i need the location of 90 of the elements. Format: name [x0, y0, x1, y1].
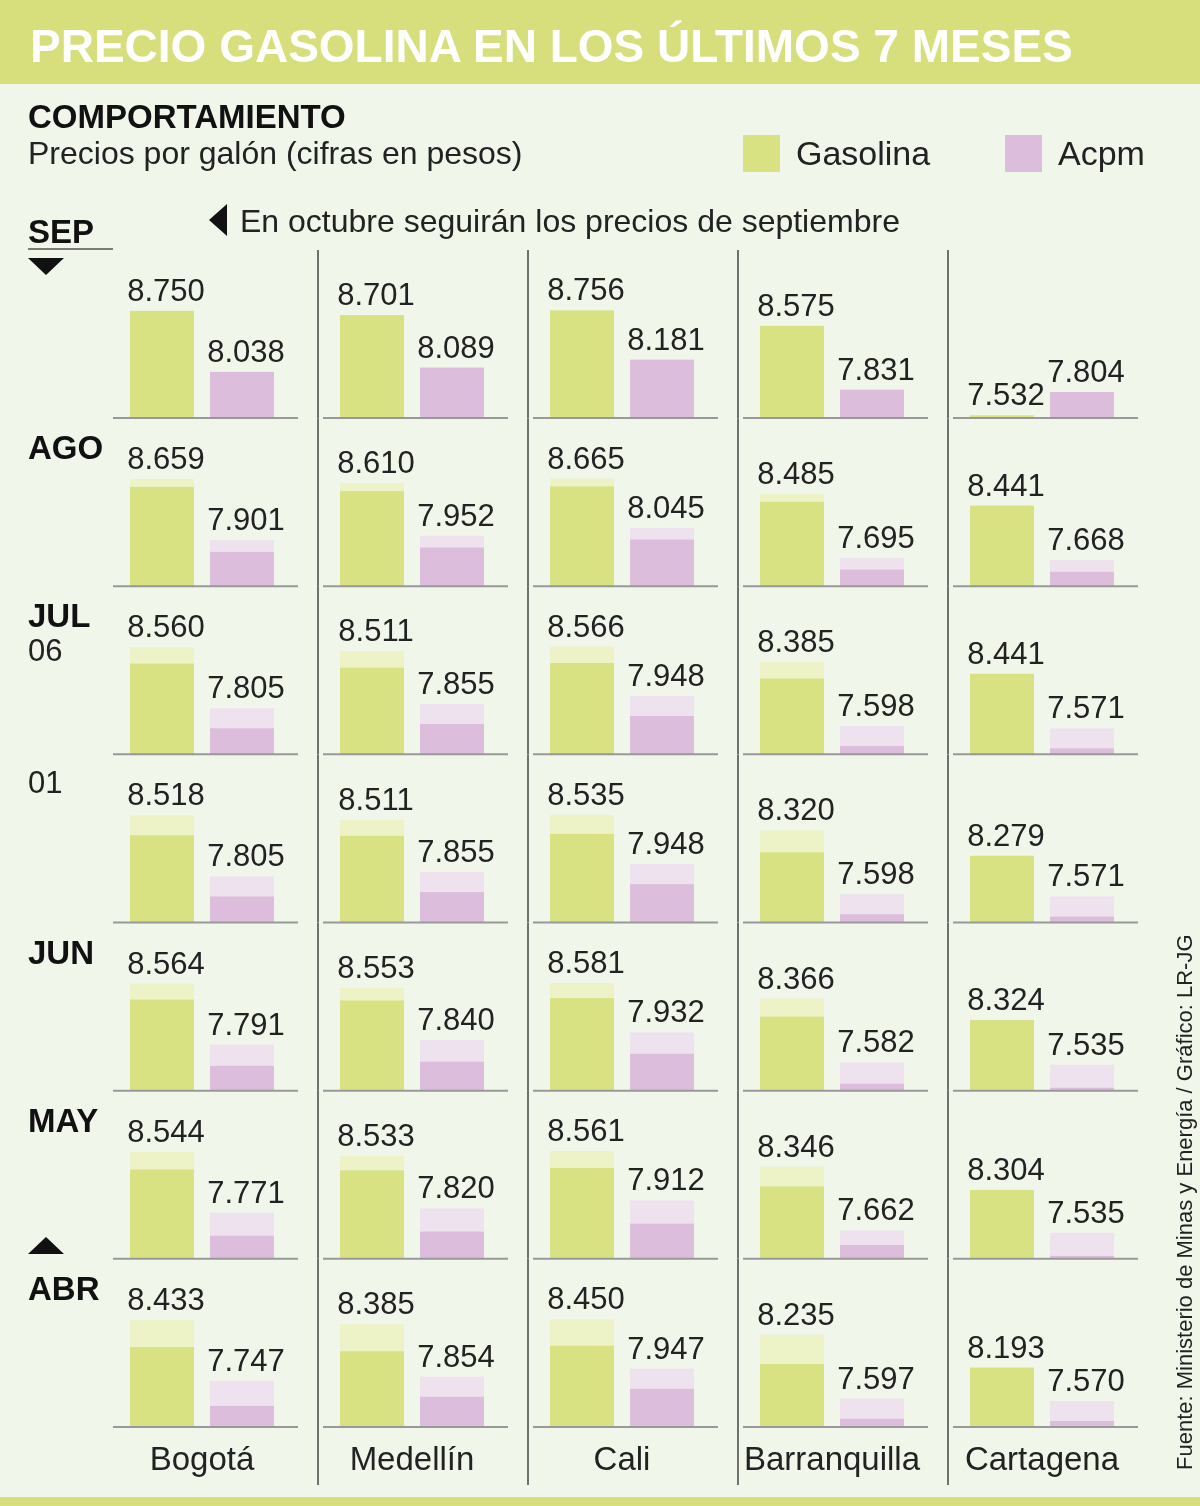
data-label: 8.045 [627, 489, 705, 525]
data-label: 8.544 [127, 1113, 205, 1149]
data-label: 8.279 [967, 817, 1045, 853]
chart-title: ABR [28, 1270, 100, 1308]
data-label: 8.535 [547, 776, 625, 812]
data-label: 8.665 [547, 440, 625, 476]
data-label: 7.535 [1047, 1194, 1125, 1230]
x-tick-label: Cartagena [964, 1440, 1120, 1478]
x-tick-label: Barranquilla [743, 1440, 921, 1478]
data-label: 7.947 [627, 1330, 705, 1366]
chart-title: JUN [28, 933, 95, 971]
data-label: 8.533 [337, 1117, 415, 1153]
data-label: 7.791 [207, 1006, 285, 1042]
data-label: 7.571 [1047, 690, 1125, 726]
data-label: 7.597 [837, 1360, 915, 1396]
data-label: 7.932 [627, 994, 705, 1030]
data-label: 7.854 [417, 1338, 495, 1374]
data-label: 8.756 [547, 272, 625, 308]
data-label: 7.668 [1047, 522, 1125, 558]
data-label: 8.385 [337, 1286, 415, 1322]
data-label: 7.582 [837, 1024, 915, 1060]
data-label: 8.564 [127, 945, 205, 981]
x-tick-label: Bogotá [149, 1440, 255, 1478]
data-label: 7.662 [837, 1192, 915, 1228]
chart-subtitle: 01 [28, 764, 63, 800]
data-label: 8.566 [547, 608, 625, 644]
data-label: 8.346 [757, 1128, 835, 1164]
data-label: 8.320 [757, 792, 835, 828]
data-label: 7.805 [207, 670, 285, 706]
x-tick-label: Medellín [349, 1440, 475, 1478]
legend-label: Acpm [1058, 134, 1145, 172]
data-label: 8.750 [127, 272, 205, 308]
data-label: 7.695 [837, 519, 915, 555]
data-label: 8.441 [967, 467, 1045, 503]
data-label: 8.324 [967, 982, 1045, 1018]
data-label: 7.747 [207, 1342, 285, 1378]
text: COMPORTAMIENTO [28, 98, 346, 135]
data-label: 8.511 [338, 781, 414, 817]
data-label: 7.598 [837, 856, 915, 892]
data-label: 8.610 [337, 445, 415, 481]
data-label: 7.952 [417, 497, 495, 533]
chart-title: MAY [28, 1101, 99, 1139]
data-label: 7.831 [837, 351, 915, 387]
text: Precios por galón (cifras en pesos) [28, 135, 523, 171]
data-label: 7.598 [837, 687, 915, 723]
data-label: 7.855 [417, 665, 495, 701]
legend-label: Gasolina [796, 134, 931, 172]
chart-title: SEP [28, 213, 95, 250]
chart-subtitle: 06 [28, 633, 63, 669]
data-label: 7.948 [627, 657, 705, 693]
source-note: Fuente: Ministerio de Minas y Energía / Gráfico: LR-JG [1172, 934, 1197, 1470]
data-label: 7.532 [967, 377, 1045, 413]
data-label: 8.575 [757, 287, 835, 323]
data-label: 8.560 [127, 609, 205, 645]
data-label: 8.193 [967, 1329, 1045, 1365]
data-label: 8.485 [757, 456, 835, 492]
data-label: 8.659 [127, 441, 205, 477]
data-label: 8.450 [547, 1281, 625, 1317]
data-label: 7.901 [207, 502, 285, 538]
data-label: 8.518 [127, 777, 205, 813]
data-label: 7.570 [1047, 1362, 1125, 1398]
data-label: 8.235 [757, 1296, 835, 1332]
data-label: 7.804 [1047, 353, 1125, 389]
data-label: 7.805 [207, 838, 285, 874]
data-label: 8.304 [967, 1151, 1045, 1187]
data-label: 8.385 [757, 624, 835, 660]
data-label: 8.511 [338, 613, 414, 649]
data-label: 8.366 [757, 960, 835, 996]
data-label: 7.948 [627, 826, 705, 862]
data-label: 8.561 [547, 1113, 625, 1149]
chart-title: JUL [28, 597, 91, 635]
data-label: 7.571 [1047, 858, 1125, 894]
data-label: 7.840 [417, 1002, 495, 1038]
data-label: 8.181 [627, 321, 705, 357]
data-label: 7.912 [627, 1162, 705, 1198]
text: En octubre seguirán los precios de septiembre [240, 203, 900, 239]
data-label: 7.855 [417, 834, 495, 870]
data-label: 7.771 [207, 1174, 285, 1210]
data-label: 8.038 [207, 333, 285, 369]
text: PRECIO GASOLINA EN LOS ÚLTIMOS 7 MESES [30, 20, 1073, 72]
data-label: 7.820 [417, 1170, 495, 1206]
data-label: 8.581 [547, 945, 625, 981]
data-label: 8.089 [417, 329, 495, 365]
x-tick-label: Cali [593, 1440, 651, 1478]
data-label: 8.441 [967, 635, 1045, 671]
data-label: 8.553 [337, 949, 415, 985]
data-label: 8.701 [337, 277, 415, 313]
chart-title: AGO [28, 429, 104, 467]
data-label: 8.433 [127, 1281, 205, 1317]
data-label: 7.535 [1047, 1026, 1125, 1062]
